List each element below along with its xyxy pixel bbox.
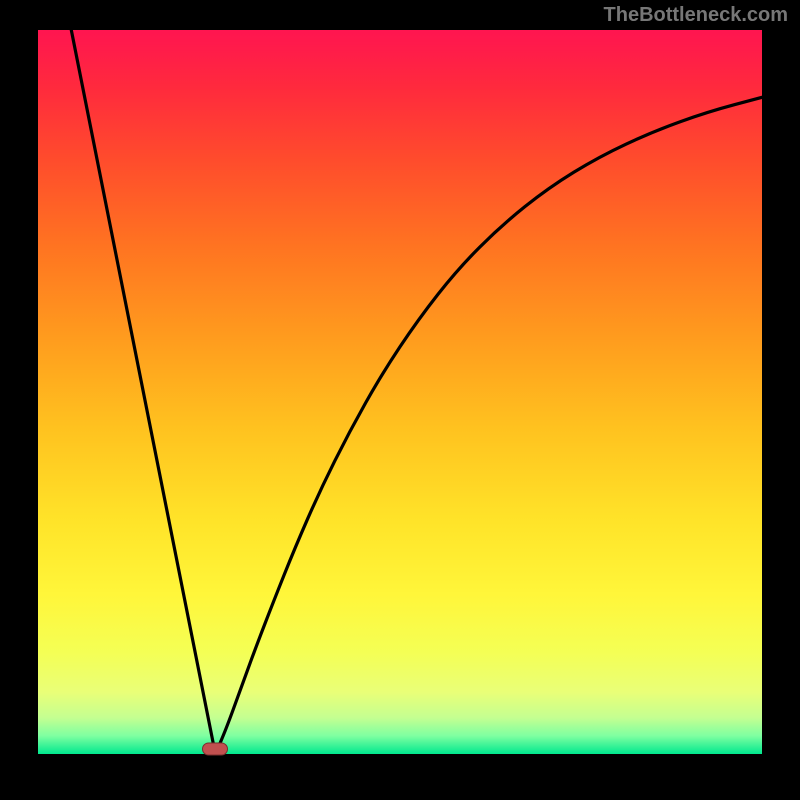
curve-svg: [38, 30, 762, 754]
plot-area: [38, 30, 762, 754]
minimum-marker: [202, 742, 228, 755]
bottleneck-curve: [68, 30, 762, 754]
chart-container: TheBottleneck.com: [0, 0, 800, 800]
watermark-text: TheBottleneck.com: [604, 4, 788, 27]
